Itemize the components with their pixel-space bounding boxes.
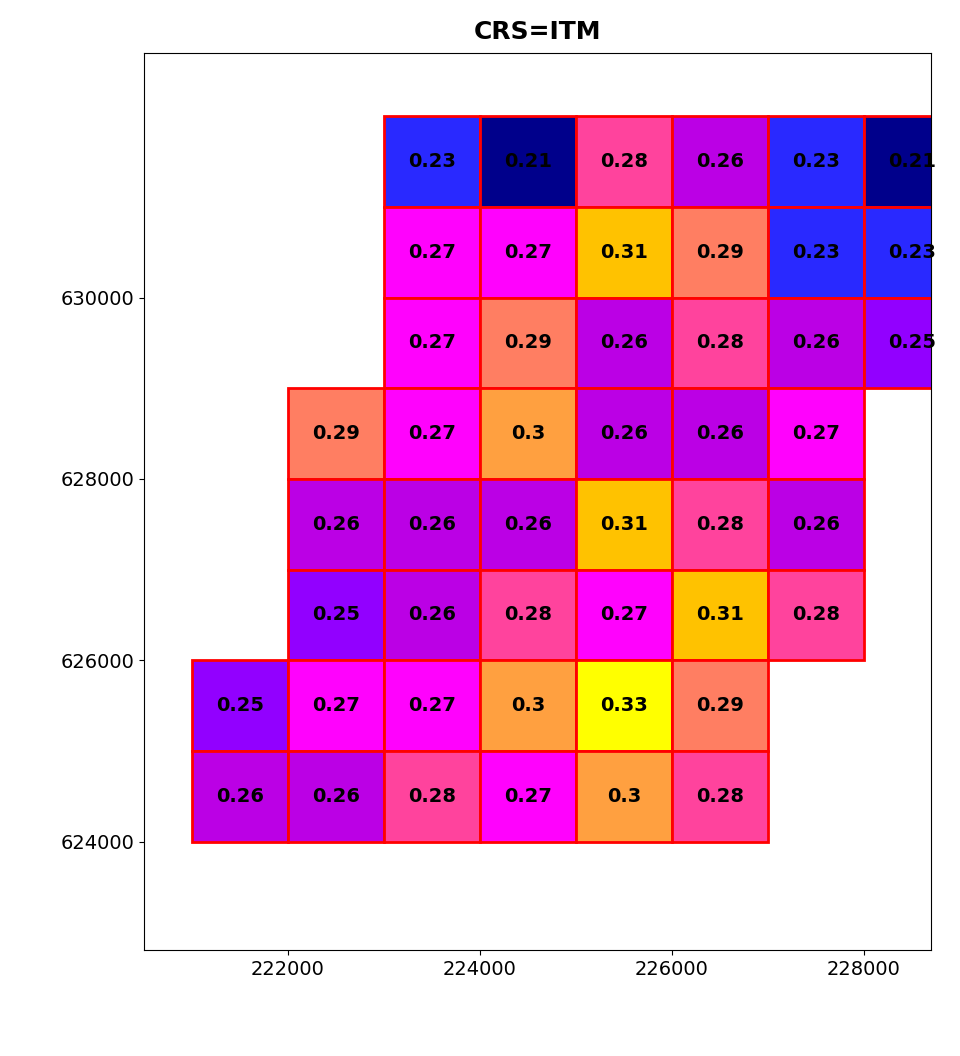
Bar — [576, 660, 672, 751]
Bar — [768, 116, 864, 207]
Text: 0.28: 0.28 — [696, 787, 744, 806]
Text: 0.25: 0.25 — [312, 605, 360, 624]
Bar — [384, 389, 480, 479]
Bar — [576, 479, 672, 569]
Bar — [672, 389, 768, 479]
Bar — [480, 751, 576, 842]
Text: 0.23: 0.23 — [888, 243, 936, 262]
Text: 0.27: 0.27 — [408, 425, 456, 444]
Text: 0.27: 0.27 — [600, 605, 648, 624]
Bar — [480, 298, 576, 389]
Text: 0.26: 0.26 — [408, 605, 456, 624]
Title: CRS=ITM: CRS=ITM — [474, 20, 601, 44]
Bar — [384, 660, 480, 751]
Bar — [576, 298, 672, 389]
Bar — [672, 569, 768, 660]
Bar — [288, 389, 384, 479]
Text: 0.3: 0.3 — [511, 696, 545, 715]
Text: 0.26: 0.26 — [792, 514, 840, 533]
Bar — [480, 569, 576, 660]
Text: 0.27: 0.27 — [792, 425, 840, 444]
Text: 0.26: 0.26 — [312, 514, 360, 533]
Text: 0.27: 0.27 — [408, 696, 456, 715]
Text: 0.25: 0.25 — [216, 696, 264, 715]
Text: 0.26: 0.26 — [504, 514, 552, 533]
Bar — [480, 207, 576, 298]
Bar — [672, 116, 768, 207]
Text: 0.25: 0.25 — [888, 334, 936, 353]
Text: 0.3: 0.3 — [607, 787, 641, 806]
Bar — [288, 479, 384, 569]
Text: 0.26: 0.26 — [696, 425, 744, 444]
Text: 0.21: 0.21 — [888, 152, 936, 171]
Text: 0.27: 0.27 — [504, 243, 552, 262]
Text: 0.3: 0.3 — [511, 425, 545, 444]
Text: 0.26: 0.26 — [216, 787, 264, 806]
Bar — [384, 751, 480, 842]
Text: 0.28: 0.28 — [408, 787, 456, 806]
Text: 0.23: 0.23 — [792, 152, 840, 171]
Bar — [864, 207, 960, 298]
Bar — [768, 569, 864, 660]
Bar — [480, 660, 576, 751]
Bar — [192, 751, 288, 842]
Text: 0.29: 0.29 — [696, 696, 744, 715]
Bar — [192, 660, 288, 751]
Text: 0.26: 0.26 — [600, 425, 648, 444]
Bar — [672, 479, 768, 569]
Bar — [576, 389, 672, 479]
Text: 0.31: 0.31 — [600, 514, 648, 533]
Bar — [480, 116, 576, 207]
Text: 0.28: 0.28 — [600, 152, 648, 171]
Text: 0.29: 0.29 — [504, 334, 552, 353]
Text: 0.28: 0.28 — [696, 514, 744, 533]
Bar — [672, 751, 768, 842]
Text: 0.26: 0.26 — [600, 334, 648, 353]
Bar — [384, 116, 480, 207]
Bar — [672, 207, 768, 298]
Text: 0.27: 0.27 — [504, 787, 552, 806]
Text: 0.23: 0.23 — [408, 152, 456, 171]
Bar — [288, 751, 384, 842]
Text: 0.23: 0.23 — [792, 243, 840, 262]
Bar — [384, 207, 480, 298]
Text: 0.26: 0.26 — [792, 334, 840, 353]
Text: 0.26: 0.26 — [408, 514, 456, 533]
Bar — [768, 298, 864, 389]
Text: 0.21: 0.21 — [504, 152, 552, 171]
Bar — [576, 751, 672, 842]
Text: 0.26: 0.26 — [696, 152, 744, 171]
Text: 0.28: 0.28 — [792, 605, 840, 624]
Text: 0.28: 0.28 — [504, 605, 552, 624]
Bar — [384, 569, 480, 660]
Text: 0.27: 0.27 — [312, 696, 360, 715]
Bar — [576, 569, 672, 660]
Bar — [576, 207, 672, 298]
Text: 0.28: 0.28 — [696, 334, 744, 353]
Text: 0.29: 0.29 — [312, 425, 360, 444]
Bar — [768, 207, 864, 298]
Text: 0.27: 0.27 — [408, 243, 456, 262]
Bar — [672, 660, 768, 751]
Text: 0.33: 0.33 — [600, 696, 648, 715]
Text: 0.31: 0.31 — [600, 243, 648, 262]
Bar — [768, 479, 864, 569]
Text: 0.31: 0.31 — [696, 605, 744, 624]
Bar — [672, 298, 768, 389]
Bar — [576, 116, 672, 207]
Text: 0.29: 0.29 — [696, 243, 744, 262]
Bar — [288, 660, 384, 751]
Bar — [384, 479, 480, 569]
Bar — [480, 479, 576, 569]
Bar — [864, 116, 960, 207]
Bar — [288, 569, 384, 660]
Bar — [864, 298, 960, 389]
Bar — [480, 389, 576, 479]
Bar — [384, 298, 480, 389]
Text: 0.26: 0.26 — [312, 787, 360, 806]
Bar — [768, 389, 864, 479]
Text: 0.27: 0.27 — [408, 334, 456, 353]
